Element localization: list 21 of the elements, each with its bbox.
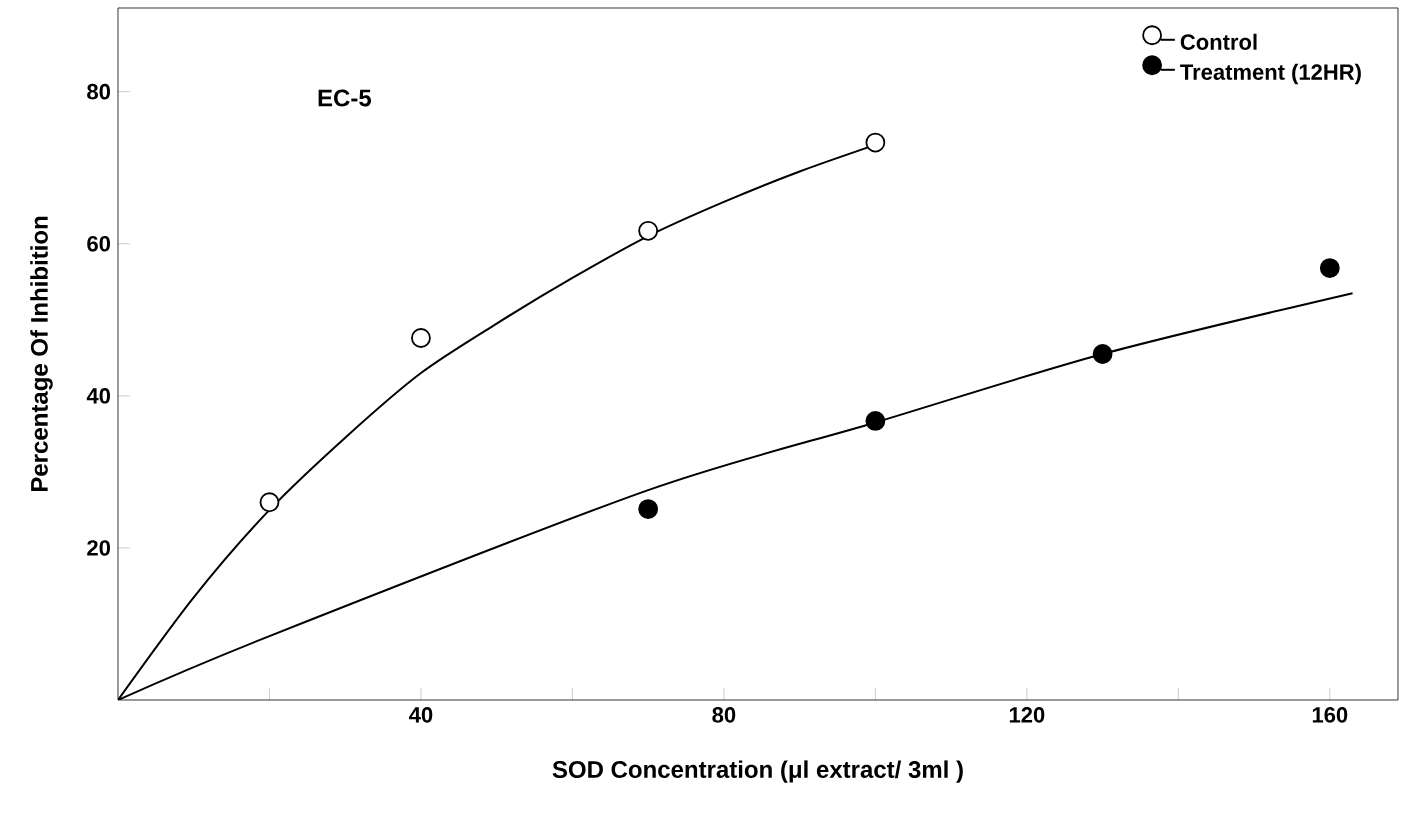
annotation: EC-5 — [318, 89, 372, 107]
point — [259, 492, 280, 513]
point — [1319, 258, 1340, 278]
point — [411, 328, 431, 348]
x-tick-label: 160 — [1312, 707, 1348, 723]
x-axis-title: SOD Concentration (μl extract/ 3ml ) — [552, 760, 963, 783]
legend-label: Treatment (12HR) — [1180, 63, 1361, 85]
y-tick-label: 80 — [87, 83, 111, 100]
y-tick-label: 20 — [87, 540, 111, 556]
point — [865, 132, 886, 153]
point — [638, 220, 659, 241]
x-tick-label: 120 — [1009, 707, 1045, 723]
point — [865, 411, 886, 431]
point — [638, 499, 659, 520]
y-tick-label: 60 — [87, 235, 111, 252]
point — [1092, 344, 1113, 364]
y-tick-label: 40 — [86, 388, 111, 404]
y-axis-title: Percentage Of Inhibition — [30, 216, 53, 492]
x-tick-label: 40 — [409, 707, 433, 723]
legend-label: Control — [1180, 33, 1257, 50]
x-tick-label: 80 — [712, 707, 736, 723]
